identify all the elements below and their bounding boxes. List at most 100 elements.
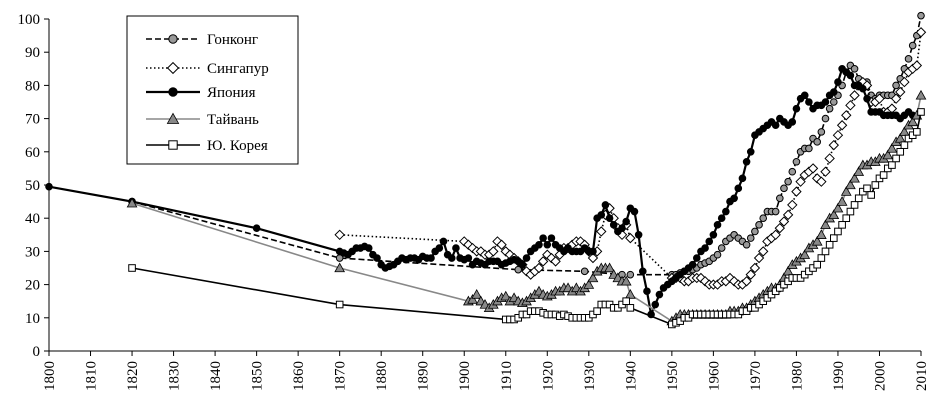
data-point [840,186,852,196]
data-point [900,141,909,149]
data-point [535,240,543,249]
data-point [427,254,435,262]
data-point [609,221,618,229]
data-point [825,104,834,113]
data-point [832,202,844,213]
data-point [834,78,842,86]
x-tick-label: 1850 [250,361,266,391]
x-tick-label: 1810 [84,361,100,391]
data-point [643,287,651,296]
data-point [828,209,840,220]
data-point [638,267,647,276]
data-point [722,207,730,216]
data-point [537,256,549,267]
data-point [518,260,527,269]
data-point [587,272,599,283]
data-point [830,98,838,106]
data-point [846,71,855,80]
data-point [807,163,819,174]
x-tick-label: 1930 [582,361,598,391]
data-point [821,247,830,256]
data-point [817,128,826,136]
data-point [589,247,597,256]
x-tick-label: 1830 [167,361,183,391]
data-point [841,110,852,121]
data-point [335,300,344,309]
data-point [713,250,722,259]
data-point [630,207,639,216]
data-point [45,182,53,191]
y-tick-label: 0 [33,344,41,360]
legend-marker [166,61,180,75]
x-tick-label: 1820 [125,361,141,391]
x-tick-label: 1920 [540,361,556,391]
data-point [742,240,751,249]
data-point [618,224,626,232]
data-point [787,199,798,211]
data-point [849,90,860,101]
data-point [625,232,636,244]
x-tick-label: 1890 [416,361,432,391]
data-point [832,129,844,141]
data-point [655,290,664,299]
data-point [886,142,898,153]
data-point [626,270,635,279]
data-point [888,161,896,169]
data-point [488,246,499,257]
data-point [882,149,894,160]
data-point [580,267,589,276]
data-point [838,221,846,229]
data-point [915,27,927,38]
data-point [788,167,797,176]
data-point [859,84,867,93]
data-point [749,262,761,274]
data-point [845,179,856,190]
data-point [496,239,507,250]
data-point [778,216,790,227]
data-point [782,265,794,276]
legend-label: Тайвань [207,112,259,128]
data-point [533,262,545,274]
data-point [758,246,769,257]
data-point [863,94,871,103]
data-point [604,262,615,273]
data-point [605,214,614,222]
legend-label: Япония [207,85,256,101]
x-tick-label: 1900 [457,361,473,391]
y-tick-label: 80 [25,78,40,94]
data-point [464,254,473,262]
data-point [547,234,556,242]
data-point [435,244,444,252]
data-point [471,289,483,299]
data-point [709,231,718,239]
data-point [845,100,856,111]
data-point [771,207,780,216]
data-point [334,262,346,273]
x-tick-label: 1980 [789,361,805,391]
data-point [688,260,697,269]
data-point [745,269,756,280]
data-point [651,300,660,309]
legend-marker [168,34,178,44]
x-tick-label: 1960 [706,361,722,391]
data-point [907,116,919,127]
data-point [800,91,809,100]
y-tick-label: 70 [25,112,40,128]
data-point [742,157,751,166]
data-point [596,226,607,237]
data-point [730,194,738,203]
data-point [899,76,910,88]
data-point [550,256,561,267]
legend-marker [168,140,178,150]
x-tick-label: 1990 [831,361,847,391]
data-point [452,244,460,252]
data-point [917,108,925,116]
data-point [734,184,743,193]
data-point [867,191,875,199]
data-point [593,307,601,315]
data-point [624,289,636,299]
data-point [252,224,261,232]
legend-label: Гонконг [207,32,258,48]
data-point [828,139,840,151]
data-point [842,214,851,222]
